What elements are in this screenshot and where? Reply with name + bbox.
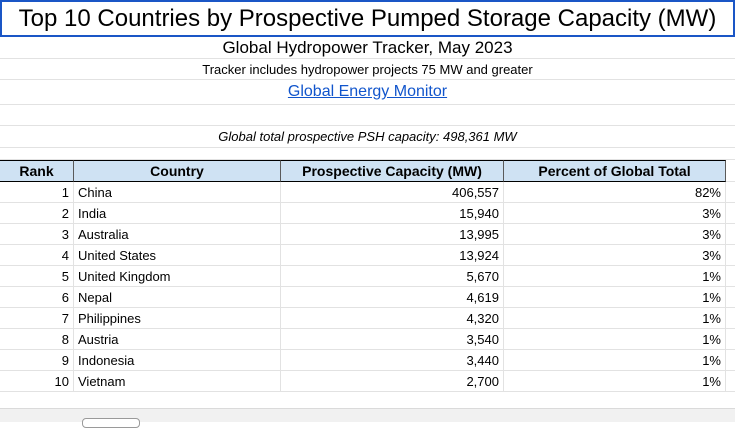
table-row-country[interactable]: Nepal: [74, 287, 281, 308]
table-row-country[interactable]: Vietnam: [74, 371, 281, 392]
table-row-rank[interactable]: 10: [0, 371, 74, 392]
table-row-rank[interactable]: 7: [0, 308, 74, 329]
table-row-country[interactable]: Philippines: [74, 308, 281, 329]
table-row-capacity[interactable]: 406,557: [281, 182, 504, 203]
spreadsheet-grid[interactable]: Top 10 Countries by Prospective Pumped S…: [0, 0, 735, 408]
table-row-capacity[interactable]: 3,440: [281, 350, 504, 371]
table-row-capacity[interactable]: 4,619: [281, 287, 504, 308]
table-row-percent[interactable]: 3%: [504, 245, 726, 266]
gutter-cell: [726, 308, 735, 329]
gutter-cell: [726, 329, 735, 350]
table-row-rank[interactable]: 2: [0, 203, 74, 224]
table-row-country[interactable]: Australia: [74, 224, 281, 245]
table-row-capacity[interactable]: 13,995: [281, 224, 504, 245]
table-row-country[interactable]: China: [74, 182, 281, 203]
table-row-percent[interactable]: 1%: [504, 287, 726, 308]
table-row-percent[interactable]: 3%: [504, 203, 726, 224]
table-row-country[interactable]: India: [74, 203, 281, 224]
header-rank[interactable]: Rank: [0, 160, 74, 182]
gutter-cell: [726, 245, 735, 266]
gutter-cell: [726, 287, 735, 308]
sheet-subtitle[interactable]: Global Hydropower Tracker, May 2023: [0, 37, 735, 59]
table-row-country[interactable]: Austria: [74, 329, 281, 350]
table-row-capacity[interactable]: 5,670: [281, 266, 504, 287]
gutter-cell: [726, 182, 735, 203]
table-row-capacity[interactable]: 15,940: [281, 203, 504, 224]
sheet-title[interactable]: Top 10 Countries by Prospective Pumped S…: [0, 0, 735, 37]
horizontal-scrollbar[interactable]: [0, 408, 735, 428]
header-capacity[interactable]: Prospective Capacity (MW): [281, 160, 504, 182]
table-row-country[interactable]: United Kingdom: [74, 266, 281, 287]
gutter-cell: [726, 203, 735, 224]
gem-link-cell[interactable]: Global Energy Monitor: [0, 80, 735, 105]
table-row-rank[interactable]: 8: [0, 329, 74, 350]
table-row-rank[interactable]: 1: [0, 182, 74, 203]
table-row-capacity[interactable]: 4,320: [281, 308, 504, 329]
table-row-percent[interactable]: 82%: [504, 182, 726, 203]
table-row-rank[interactable]: 6: [0, 287, 74, 308]
table-row-percent[interactable]: 1%: [504, 329, 726, 350]
table-row-capacity[interactable]: 3,540: [281, 329, 504, 350]
table-row-rank[interactable]: 5: [0, 266, 74, 287]
blank-row[interactable]: [0, 148, 735, 160]
blank-row[interactable]: [0, 105, 735, 126]
table-row-capacity[interactable]: 13,924: [281, 245, 504, 266]
table-row-percent[interactable]: 1%: [504, 308, 726, 329]
table-row-percent[interactable]: 1%: [504, 371, 726, 392]
table-row-rank[interactable]: 3: [0, 224, 74, 245]
scrollbar-thumb[interactable]: [82, 418, 140, 428]
table-row-capacity[interactable]: 2,700: [281, 371, 504, 392]
gutter-cell: [726, 160, 735, 182]
global-total[interactable]: Global total prospective PSH capacity: 4…: [0, 126, 735, 148]
table-row-country[interactable]: United States: [74, 245, 281, 266]
gutter-cell: [726, 266, 735, 287]
table-row-percent[interactable]: 1%: [504, 350, 726, 371]
gutter-cell: [726, 224, 735, 245]
table-row-country[interactable]: Indonesia: [74, 350, 281, 371]
table-row-percent[interactable]: 3%: [504, 224, 726, 245]
header-country[interactable]: Country: [74, 160, 281, 182]
gem-link[interactable]: Global Energy Monitor: [287, 83, 448, 100]
table-row-rank[interactable]: 4: [0, 245, 74, 266]
table-row-rank[interactable]: 9: [0, 350, 74, 371]
table-row-percent[interactable]: 1%: [504, 266, 726, 287]
gutter-cell: [726, 371, 735, 392]
header-percent[interactable]: Percent of Global Total: [504, 160, 726, 182]
tracker-note[interactable]: Tracker includes hydropower projects 75 …: [0, 59, 735, 80]
gutter-cell: [726, 350, 735, 371]
